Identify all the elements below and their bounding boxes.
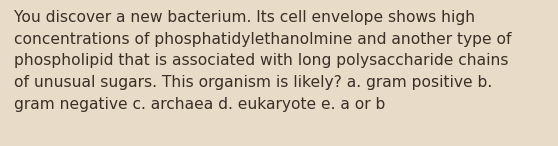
Text: You discover a new bacterium. Its cell envelope shows high
concentrations of pho: You discover a new bacterium. Its cell e… [14,10,512,112]
